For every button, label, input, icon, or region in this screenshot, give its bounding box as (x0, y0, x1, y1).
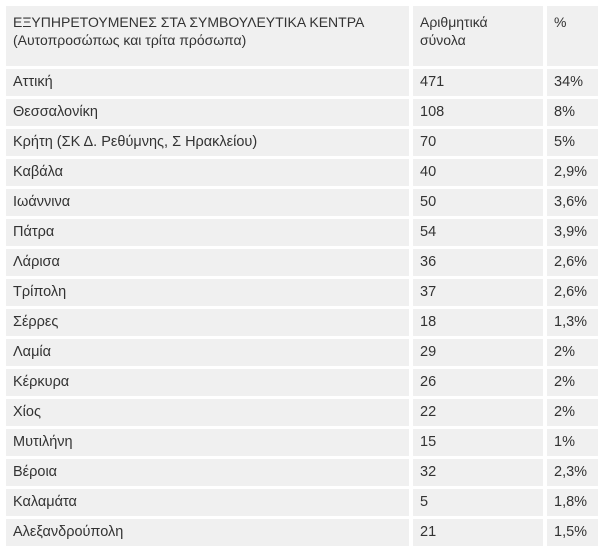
count-cell: 15 (413, 429, 543, 456)
region-cell: Τρίπολη (6, 279, 409, 306)
counseling-centers-table: ΕΞΥΠΗΡΕΤΟΥΜΕΝΕΣ ΣΤΑ ΣΥΜΒΟΥΛΕΥΤΙΚΑ ΚΕΝΤΡΑ… (2, 3, 598, 549)
table-row: Ιωάννινα 50 3,6% (6, 189, 598, 216)
region-cell: Κέρκυρα (6, 369, 409, 396)
percent-cell: 3,9% (547, 219, 598, 246)
percent-cell: 1,8% (547, 489, 598, 516)
region-cell: Ιωάννινα (6, 189, 409, 216)
table-row: Βέροια 32 2,3% (6, 459, 598, 486)
count-cell: 50 (413, 189, 543, 216)
region-cell: Αττική (6, 69, 409, 96)
count-cell: 32 (413, 459, 543, 486)
count-cell: 40 (413, 159, 543, 186)
region-cell: Χίος (6, 399, 409, 426)
table-header-row: ΕΞΥΠΗΡΕΤΟΥΜΕΝΕΣ ΣΤΑ ΣΥΜΒΟΥΛΕΥΤΙΚΑ ΚΕΝΤΡΑ… (6, 6, 598, 66)
header-count-line2: σύνολα (420, 32, 466, 48)
table-row: Καβάλα 40 2,9% (6, 159, 598, 186)
header-count-line1: Αριθμητικά (420, 14, 488, 30)
table-row: Χίος 22 2% (6, 399, 598, 426)
table-row: Αττική 471 34% (6, 69, 598, 96)
percent-cell: 8% (547, 99, 598, 126)
region-cell: Θεσσαλονίκη (6, 99, 409, 126)
count-cell: 108 (413, 99, 543, 126)
region-cell: Πάτρα (6, 219, 409, 246)
count-cell: 54 (413, 219, 543, 246)
header-count: Αριθμητικά σύνολα (413, 6, 543, 66)
percent-cell: 2% (547, 399, 598, 426)
count-cell: 37 (413, 279, 543, 306)
region-cell: Μυτιλήνη (6, 429, 409, 456)
table-row: Πάτρα 54 3,9% (6, 219, 598, 246)
region-cell: Κρήτη (ΣΚ Δ. Ρεθύμνης, Σ Ηρακλείου) (6, 129, 409, 156)
region-cell: Λάρισα (6, 249, 409, 276)
percent-cell: 1% (547, 429, 598, 456)
percent-cell: 1,3% (547, 309, 598, 336)
table-body: ΕΞΥΠΗΡΕΤΟΥΜΕΝΕΣ ΣΤΑ ΣΥΜΒΟΥΛΕΥΤΙΚΑ ΚΕΝΤΡΑ… (6, 6, 598, 546)
region-cell: Σέρρες (6, 309, 409, 336)
region-cell: Καλαμάτα (6, 489, 409, 516)
table-row: Αλεξανδρούπολη 21 1,5% (6, 519, 598, 546)
percent-cell: 1,5% (547, 519, 598, 546)
table-row: Θεσσαλονίκη 108 8% (6, 99, 598, 126)
header-percent: % (547, 6, 598, 66)
table-row: Τρίπολη 37 2,6% (6, 279, 598, 306)
percent-cell: 2% (547, 369, 598, 396)
percent-cell: 2,9% (547, 159, 598, 186)
percent-cell: 2,6% (547, 279, 598, 306)
table-row: Κρήτη (ΣΚ Δ. Ρεθύμνης, Σ Ηρακλείου) 70 5% (6, 129, 598, 156)
count-cell: 18 (413, 309, 543, 336)
count-cell: 36 (413, 249, 543, 276)
table-row: Κέρκυρα 26 2% (6, 369, 598, 396)
percent-cell: 2,6% (547, 249, 598, 276)
count-cell: 70 (413, 129, 543, 156)
header-region-subtitle: (Αυτοπροσώπως και τρίτα πρόσωπα) (13, 32, 247, 48)
region-cell: Αλεξανδρούπολη (6, 519, 409, 546)
table-row: Λάρισα 36 2,6% (6, 249, 598, 276)
count-cell: 26 (413, 369, 543, 396)
header-region: ΕΞΥΠΗΡΕΤΟΥΜΕΝΕΣ ΣΤΑ ΣΥΜΒΟΥΛΕΥΤΙΚΑ ΚΕΝΤΡΑ… (6, 6, 409, 66)
percent-cell: 34% (547, 69, 598, 96)
percent-cell: 2% (547, 339, 598, 366)
region-cell: Καβάλα (6, 159, 409, 186)
percent-cell: 3,6% (547, 189, 598, 216)
header-region-title: ΕΞΥΠΗΡΕΤΟΥΜΕΝΕΣ ΣΤΑ ΣΥΜΒΟΥΛΕΥΤΙΚΑ ΚΕΝΤΡΑ (13, 14, 365, 30)
region-cell: Λαμία (6, 339, 409, 366)
count-cell: 471 (413, 69, 543, 96)
percent-cell: 5% (547, 129, 598, 156)
table-row: Μυτιλήνη 15 1% (6, 429, 598, 456)
table-row: Καλαμάτα 5 1,8% (6, 489, 598, 516)
count-cell: 29 (413, 339, 543, 366)
header-percent-label: % (554, 14, 567, 30)
table-row: Λαμία 29 2% (6, 339, 598, 366)
table-row: Σέρρες 18 1,3% (6, 309, 598, 336)
count-cell: 21 (413, 519, 543, 546)
count-cell: 22 (413, 399, 543, 426)
percent-cell: 2,3% (547, 459, 598, 486)
count-cell: 5 (413, 489, 543, 516)
region-cell: Βέροια (6, 459, 409, 486)
